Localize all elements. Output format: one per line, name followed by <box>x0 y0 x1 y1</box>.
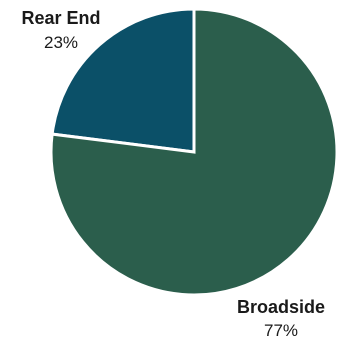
slice-value-broadside: 77% <box>264 321 298 339</box>
slice-value-rear-end: 23% <box>44 33 78 52</box>
pie-slice-rear-end <box>52 9 194 152</box>
slice-label-rear-end: Rear End <box>21 8 100 28</box>
pie-slices <box>51 9 337 295</box>
slice-label-broadside: Broadside <box>237 297 325 317</box>
